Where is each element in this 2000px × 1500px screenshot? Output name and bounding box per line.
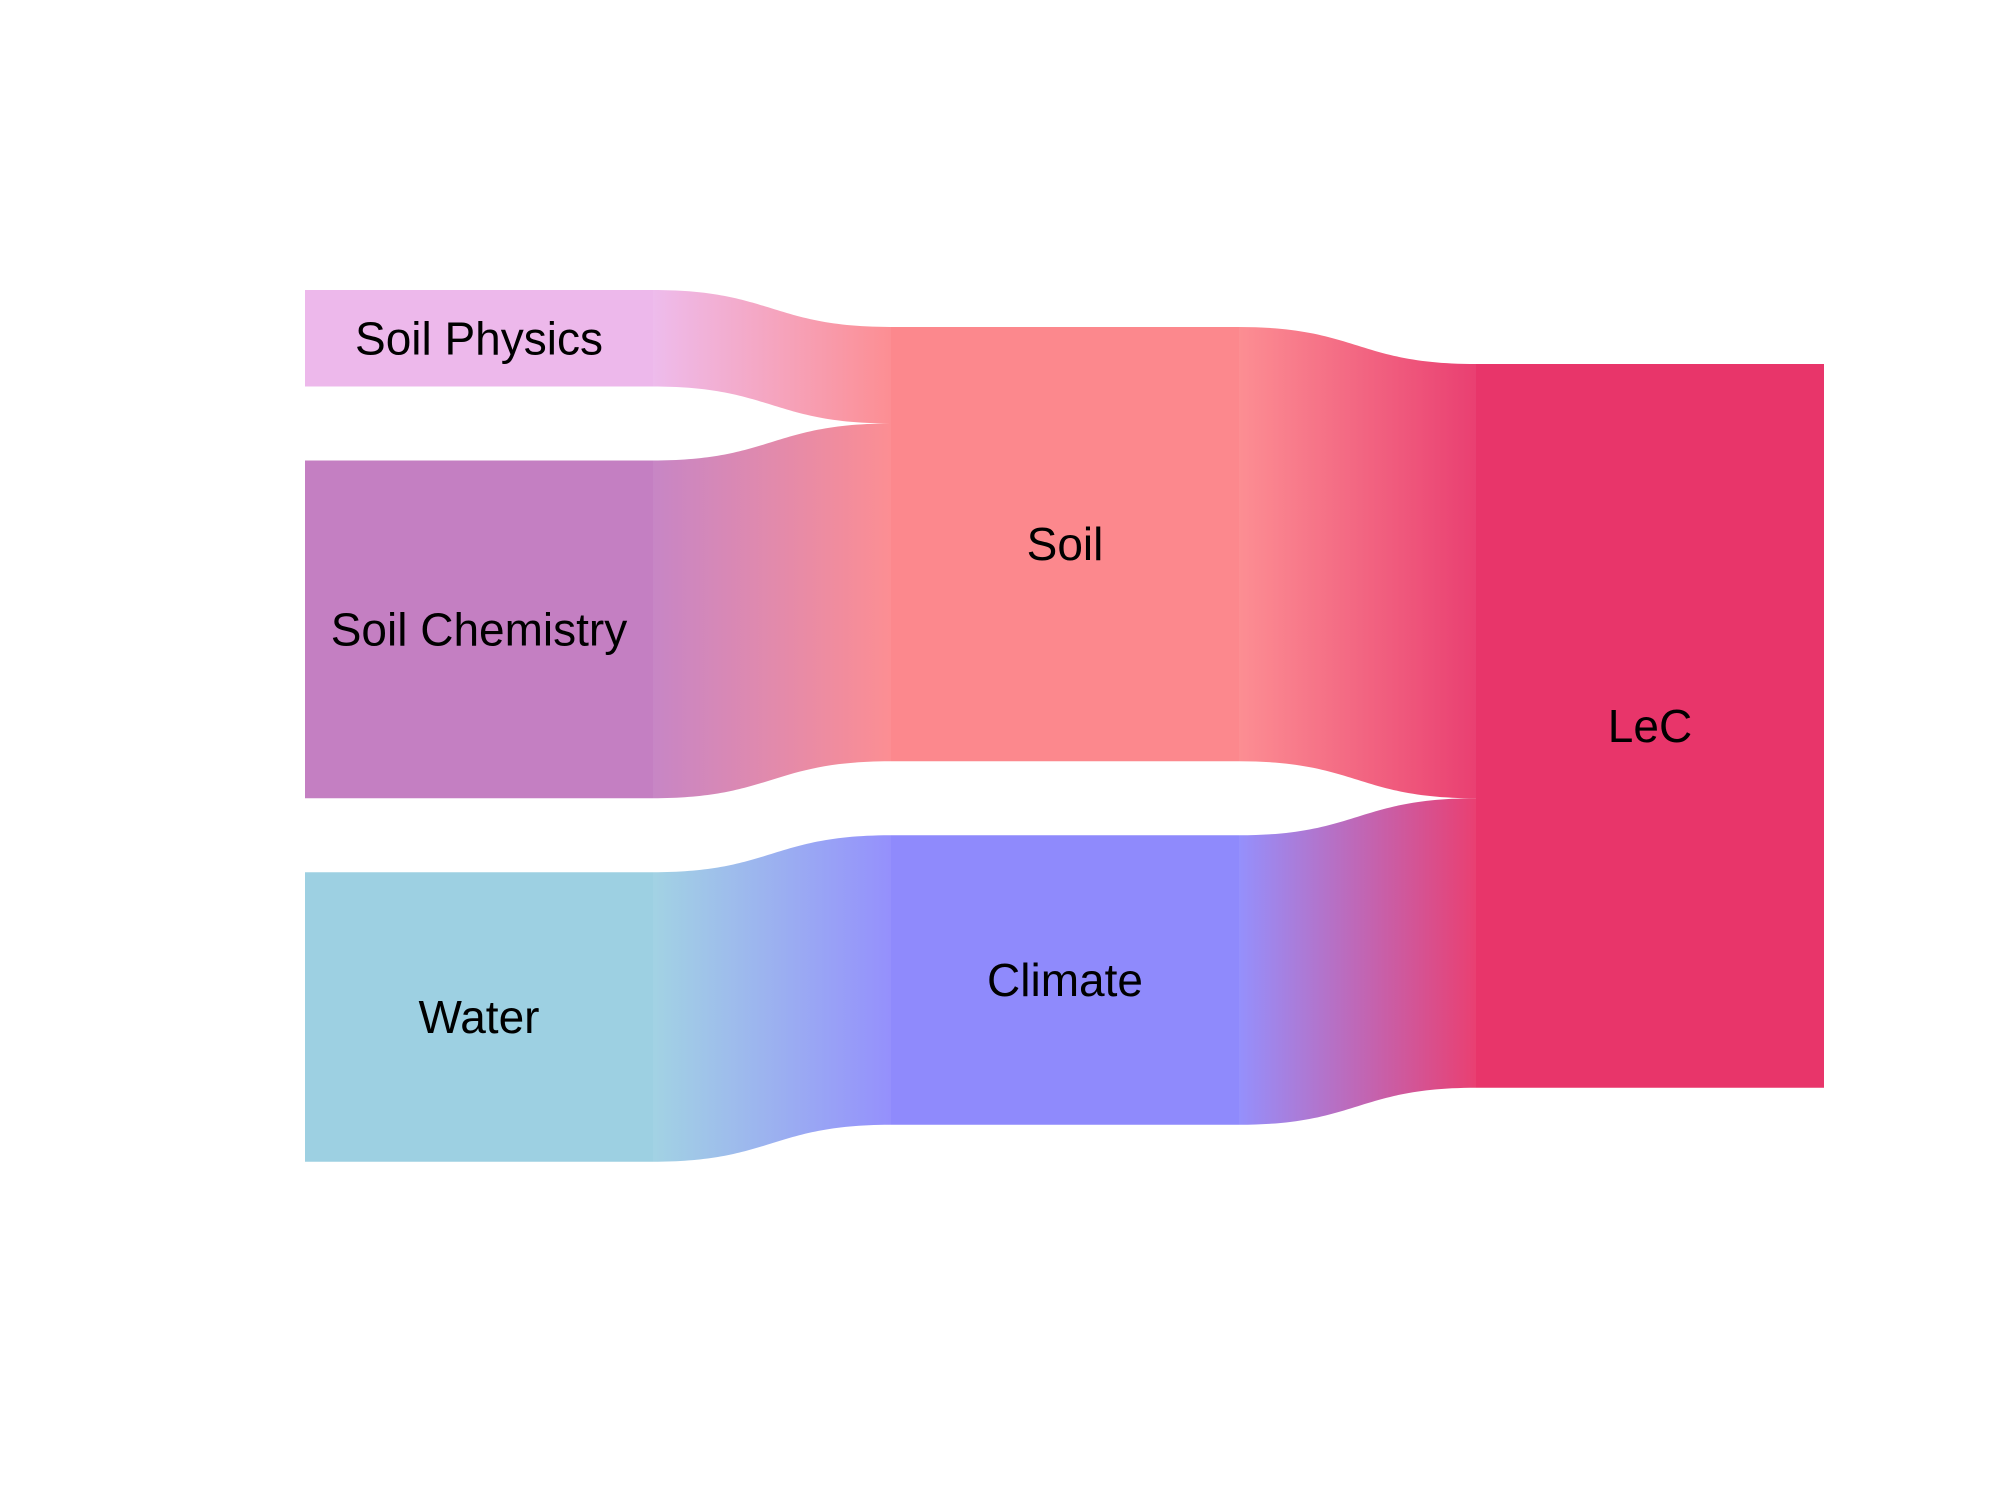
labels-layer: Soil Physics Soil Chemistry Water Soil Clima… xyxy=(331,312,1692,1043)
link-soil-chemistry-to-soil xyxy=(653,423,891,799)
link-water-to-climate xyxy=(653,835,891,1162)
node-label-climate: Climate xyxy=(987,954,1143,1006)
node-label-water: Water xyxy=(419,991,540,1043)
node-soil-physics xyxy=(305,290,653,387)
node-label-soil-physics: Soil Physics xyxy=(355,312,603,364)
nodes-layer xyxy=(305,290,1824,1162)
node-lec xyxy=(1476,364,1824,1088)
node-water xyxy=(305,872,653,1162)
node-label-soil-chemistry: Soil Chemistry xyxy=(331,603,628,655)
links-layer xyxy=(653,290,1476,1162)
node-soil-chemistry xyxy=(305,460,653,799)
link-soil-physics-to-soil xyxy=(653,290,891,424)
link-soil-to-lec xyxy=(1239,327,1476,799)
node-label-soil: Soil xyxy=(1027,518,1104,570)
link-climate-to-lec xyxy=(1239,798,1476,1125)
node-soil xyxy=(891,327,1239,762)
node-label-lec: LeC xyxy=(1608,700,1692,752)
node-climate xyxy=(891,835,1239,1125)
